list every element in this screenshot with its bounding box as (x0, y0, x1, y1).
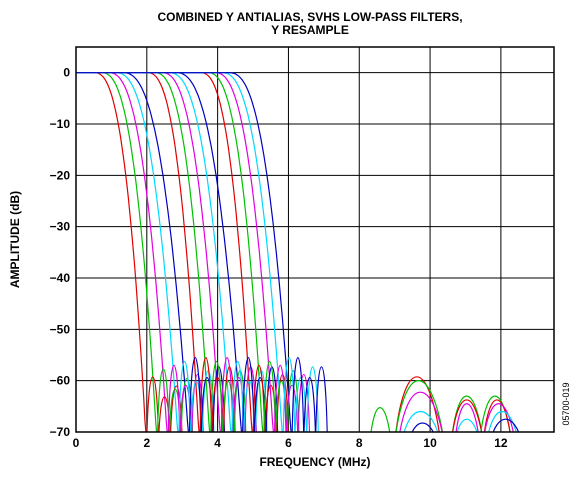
x-tick-label: 8 (356, 436, 363, 450)
x-tick-labels: 0 2 4 6 8 10 12 (73, 436, 508, 450)
y-tick-label: −70 (50, 425, 71, 439)
x-tick-label: 6 (285, 436, 292, 450)
y-tick-label: −50 (50, 322, 71, 336)
x-axis-title: FREQUENCY (MHz) (259, 455, 370, 469)
high-frequency-lobe (398, 392, 444, 442)
y-tick-label: −20 (50, 168, 71, 182)
x-tick-label: 12 (494, 436, 508, 450)
high-frequency-lobe (451, 400, 483, 442)
y-tick-label: −40 (50, 271, 71, 285)
y-tick-label: −60 (50, 374, 71, 388)
x-tick-label: 2 (143, 436, 150, 450)
filter-curves (76, 73, 522, 443)
y-tick-labels: 0 −10 −20 −30 −40 −50 −60 −70 (50, 66, 71, 439)
y-tick-label: −30 (50, 220, 71, 234)
y-axis-title: AMPLITUDE (dB) (8, 191, 22, 288)
y-tick-label: −10 (50, 117, 71, 131)
x-tick-label: 4 (214, 436, 221, 450)
y-tick-label: 0 (63, 66, 70, 80)
high-frequency-lobe (370, 408, 391, 443)
x-tick-label: 10 (423, 436, 437, 450)
x-tick-label: 0 (73, 436, 80, 450)
figure-id: 05700-019 (561, 382, 571, 425)
